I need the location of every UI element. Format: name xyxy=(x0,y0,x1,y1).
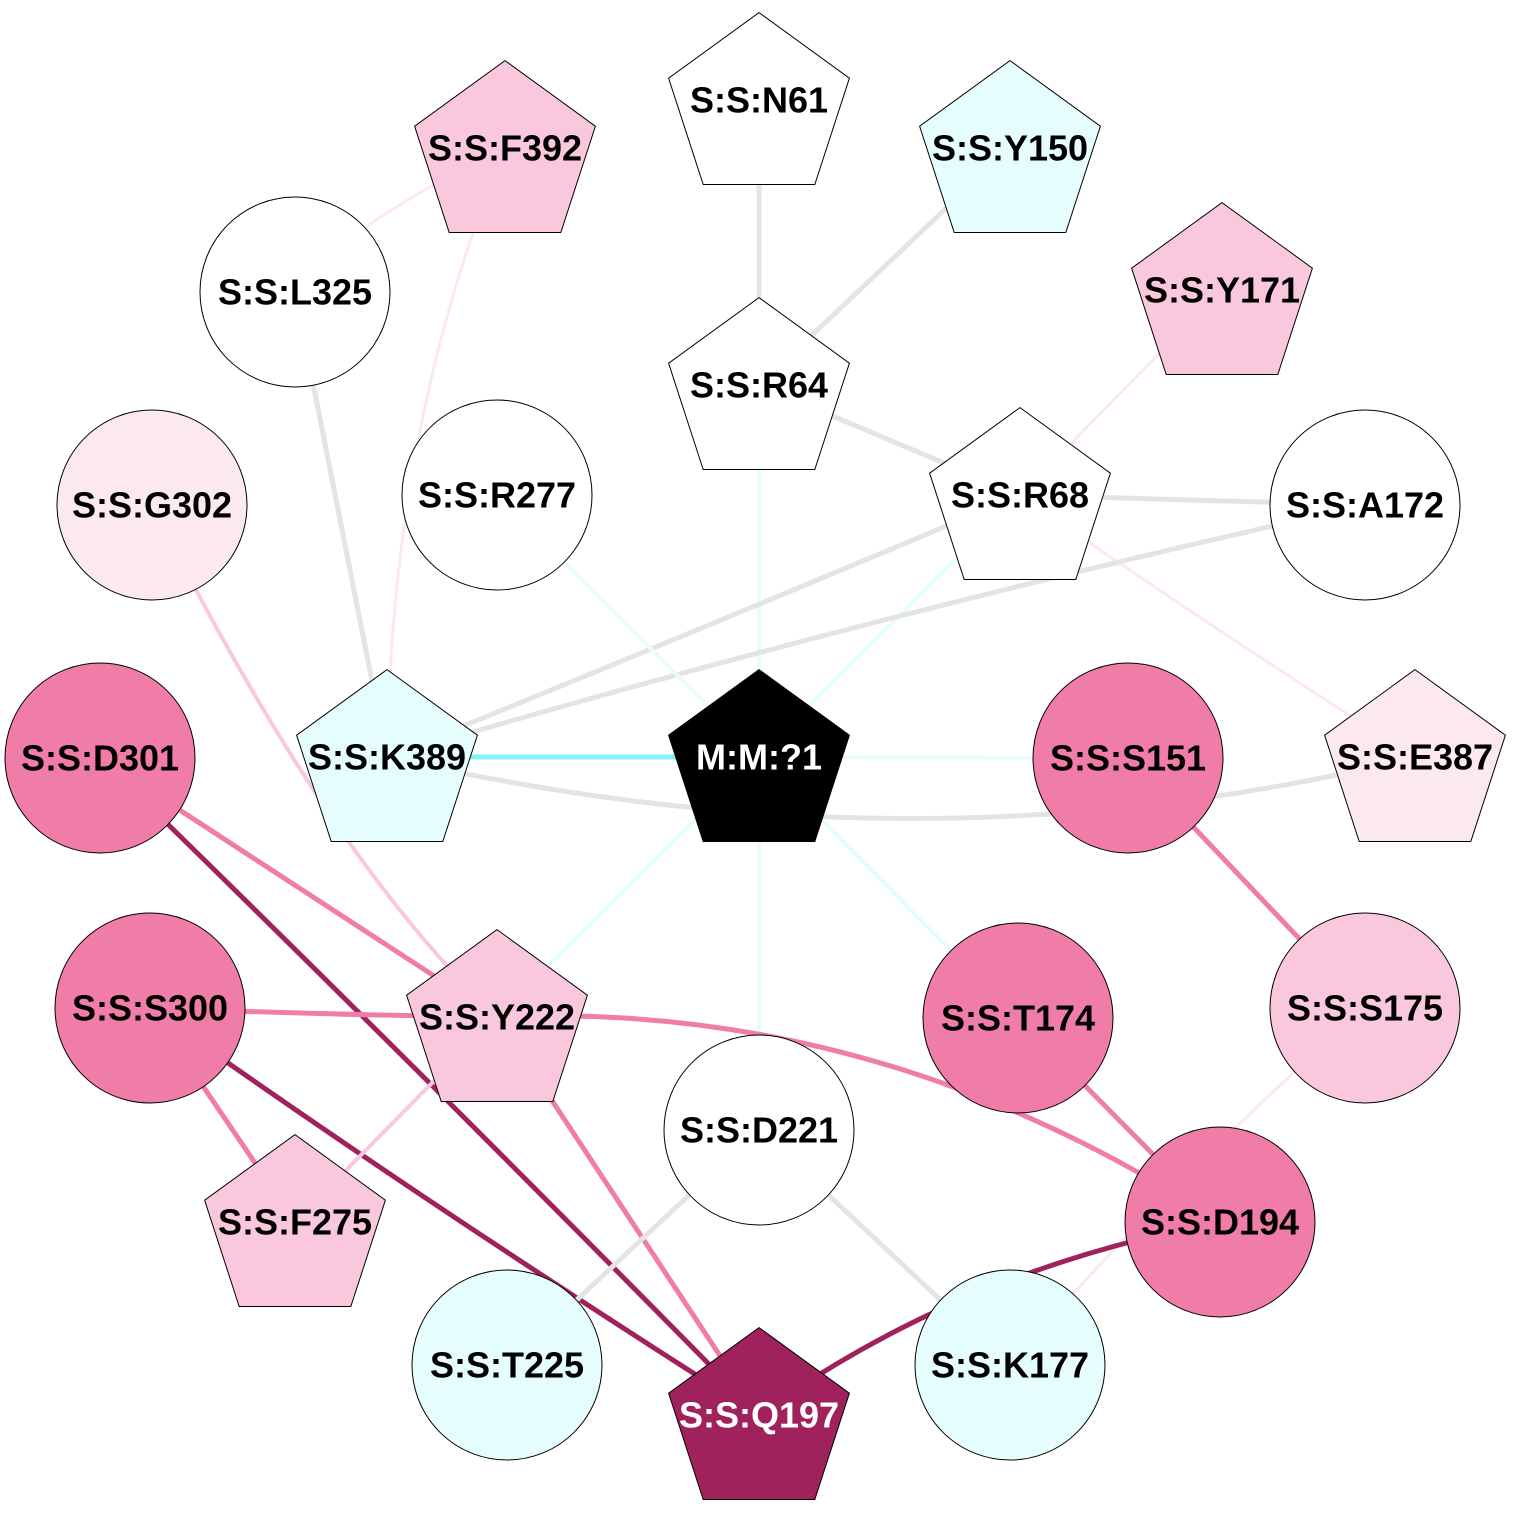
edge-y222-d194 xyxy=(494,1013,1223,1225)
node-label-t225: S:S:T225 xyxy=(430,1345,584,1386)
node-label-r68: S:S:R68 xyxy=(951,475,1089,516)
node-r68[interactable]: S:S:R68 xyxy=(929,406,1111,580)
edge-r68-k389 xyxy=(384,492,1023,760)
node-d221[interactable]: S:S:D221 xyxy=(663,1034,855,1226)
node-pentagon-y150 xyxy=(919,59,1101,233)
node-label-k389: S:S:K389 xyxy=(308,737,466,778)
node-label-s151: S:S:S151 xyxy=(1050,738,1206,779)
node-label-y150: S:S:Y150 xyxy=(932,128,1088,169)
node-pentagon-k389 xyxy=(296,668,478,842)
node-e387[interactable]: S:S:E387 xyxy=(1324,668,1506,842)
node-pentagon-n61 xyxy=(668,11,850,185)
node-d194[interactable]: S:S:D194 xyxy=(1124,1126,1316,1318)
node-pentagon-f275 xyxy=(204,1133,386,1307)
node-f392[interactable]: S:S:F392 xyxy=(414,59,596,233)
node-circle-s151 xyxy=(1032,662,1224,854)
node-pentagon-q197 xyxy=(668,1326,850,1500)
node-label-y171: S:S:Y171 xyxy=(1144,270,1300,311)
node-circle-l325 xyxy=(199,196,391,388)
node-label-n61: S:S:N61 xyxy=(690,80,828,121)
node-circle-g302 xyxy=(56,409,248,601)
edge-k389-e387 xyxy=(384,754,1418,821)
node-f275[interactable]: S:S:F275 xyxy=(204,1133,386,1307)
node-pentagon-f392 xyxy=(414,59,596,233)
node-circle-t225 xyxy=(411,1269,603,1461)
node-d301[interactable]: S:S:D301 xyxy=(4,662,196,854)
node-circle-d221 xyxy=(663,1034,855,1226)
node-pentagon-y222 xyxy=(406,928,588,1102)
node-y222[interactable]: S:S:Y222 xyxy=(406,928,588,1102)
node-pentagon-r68 xyxy=(929,406,1111,580)
node-t225[interactable]: S:S:T225 xyxy=(411,1269,603,1461)
node-label-m1: M:M:?1 xyxy=(696,737,822,778)
node-g302[interactable]: S:S:G302 xyxy=(56,409,248,601)
node-label-f275: S:S:F275 xyxy=(218,1202,372,1243)
node-label-d301: S:S:D301 xyxy=(21,738,179,779)
node-label-s175: S:S:S175 xyxy=(1287,988,1443,1029)
node-k389[interactable]: S:S:K389 xyxy=(296,668,478,842)
node-a172[interactable]: S:S:A172 xyxy=(1269,409,1461,601)
node-label-r64: S:S:R64 xyxy=(690,365,828,406)
node-circle-r277 xyxy=(401,399,593,591)
node-circle-k177 xyxy=(914,1269,1106,1461)
node-y171[interactable]: S:S:Y171 xyxy=(1131,201,1313,375)
node-label-l325: S:S:L325 xyxy=(218,272,372,313)
edge-a172-k389 xyxy=(384,502,1368,760)
node-circle-t174 xyxy=(922,922,1114,1114)
node-r277[interactable]: S:S:R277 xyxy=(401,399,593,591)
node-label-s300: S:S:S300 xyxy=(72,988,228,1029)
node-m1[interactable]: M:M:?1 xyxy=(668,668,850,842)
node-k177[interactable]: S:S:K177 xyxy=(914,1269,1106,1461)
node-y150[interactable]: S:S:Y150 xyxy=(919,59,1101,233)
node-t174[interactable]: S:S:T174 xyxy=(922,922,1114,1114)
edge-d301-q197 xyxy=(97,755,762,1418)
node-circle-s300 xyxy=(54,912,246,1104)
node-s151[interactable]: S:S:S151 xyxy=(1032,662,1224,854)
node-r64[interactable]: S:S:R64 xyxy=(668,296,850,470)
node-label-r277: S:S:R277 xyxy=(418,475,576,516)
node-s300[interactable]: S:S:S300 xyxy=(54,912,246,1104)
node-label-q197: S:S:Q197 xyxy=(679,1395,839,1436)
node-label-y222: S:S:Y222 xyxy=(419,997,575,1038)
edge-s300-q197 xyxy=(147,1005,762,1418)
node-label-t174: S:S:T174 xyxy=(941,998,1095,1039)
node-label-k177: S:S:K177 xyxy=(931,1345,1089,1386)
node-label-g302: S:S:G302 xyxy=(72,485,232,526)
node-pentagon-m1 xyxy=(668,668,850,842)
node-s175[interactable]: S:S:S175 xyxy=(1269,912,1461,1104)
node-circle-a172 xyxy=(1269,409,1461,601)
node-q197[interactable]: S:S:Q197 xyxy=(668,1326,850,1500)
node-circle-d301 xyxy=(4,662,196,854)
node-label-f392: S:S:F392 xyxy=(428,128,582,169)
node-label-a172: S:S:A172 xyxy=(1286,485,1444,526)
node-label-e387: S:S:E387 xyxy=(1337,737,1493,778)
node-circle-d194 xyxy=(1124,1126,1316,1318)
node-label-d221: S:S:D221 xyxy=(680,1110,838,1151)
node-pentagon-y171 xyxy=(1131,201,1313,375)
node-pentagon-e387 xyxy=(1324,668,1506,842)
node-circle-s175 xyxy=(1269,912,1461,1104)
nodes-layer: S:S:N61 S:S:Y150 S:S:F392 S:S:L325 S:S:R64 S:… xyxy=(4,11,1506,1500)
node-l325[interactable]: S:S:L325 xyxy=(199,196,391,388)
node-n61[interactable]: S:S:N61 xyxy=(668,11,850,185)
node-pentagon-r64 xyxy=(668,296,850,470)
node-label-d194: S:S:D194 xyxy=(1141,1202,1299,1243)
